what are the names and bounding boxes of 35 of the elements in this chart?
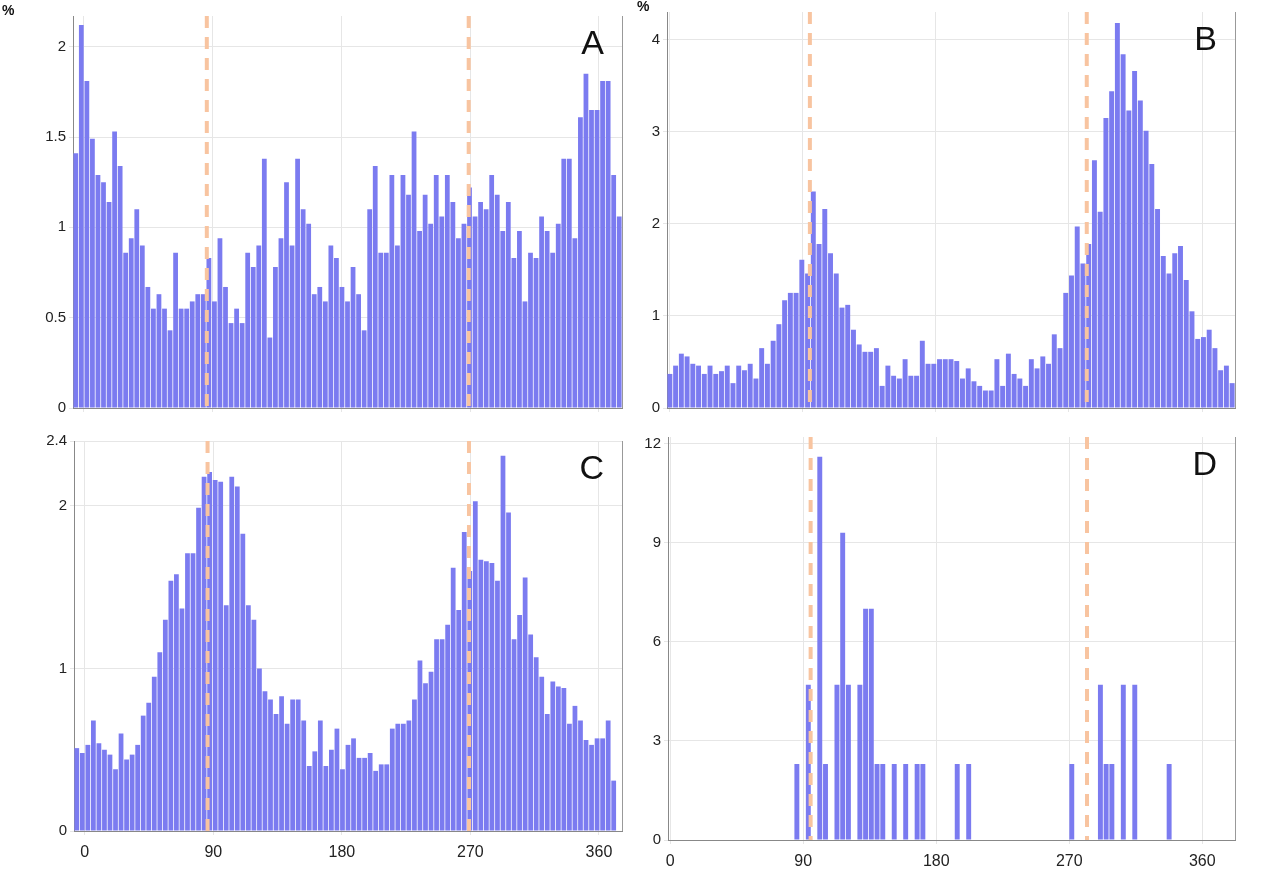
y-axis-title: % xyxy=(637,0,650,14)
annotation: A xyxy=(581,23,605,62)
x-tick-label: 0 xyxy=(665,852,675,870)
y-tick-label: 1.5 xyxy=(45,127,66,145)
x-tick-label: 180 xyxy=(922,852,950,870)
y-tick-label: 9 xyxy=(652,532,661,550)
y-tick-label: 0 xyxy=(651,398,660,416)
x-tick-label: 90 xyxy=(204,843,223,861)
y-tick-label: 1 xyxy=(651,306,660,324)
x-tick-label: 360 xyxy=(1188,852,1216,870)
annotation: D xyxy=(1192,444,1217,483)
y-tick-label: 4 xyxy=(651,29,660,47)
y-tick-label: 2 xyxy=(58,496,67,514)
x-tick-label: 270 xyxy=(457,843,484,861)
y-tick-label: 0.5 xyxy=(45,307,66,325)
y-tick-label: 3 xyxy=(651,121,660,139)
y-tick-label: 0 xyxy=(58,821,67,839)
y-tick-label: 1 xyxy=(57,217,66,235)
x-tick-label: 180 xyxy=(328,843,356,861)
y-tick-label: 6 xyxy=(652,631,661,649)
y-tick-label: 12 xyxy=(644,433,661,451)
y-tick-label: 2 xyxy=(651,213,660,231)
annotation: C xyxy=(579,448,604,487)
x-tick-label: 270 xyxy=(1055,852,1083,870)
y-tick-label: 2 xyxy=(57,36,66,54)
annotation: B xyxy=(1194,19,1217,58)
x-tick-label: 360 xyxy=(585,843,613,861)
y-axis-title: % xyxy=(2,1,15,18)
y-tick-label: 2.4 xyxy=(46,431,67,449)
y-tick-label: 0 xyxy=(57,398,66,416)
y-tick-label: 1 xyxy=(58,658,67,676)
y-tick-label: 0 xyxy=(652,830,661,848)
y-tick-label: 3 xyxy=(652,731,661,749)
x-tick-label: 0 xyxy=(80,843,90,861)
x-tick-label: 90 xyxy=(794,852,813,870)
